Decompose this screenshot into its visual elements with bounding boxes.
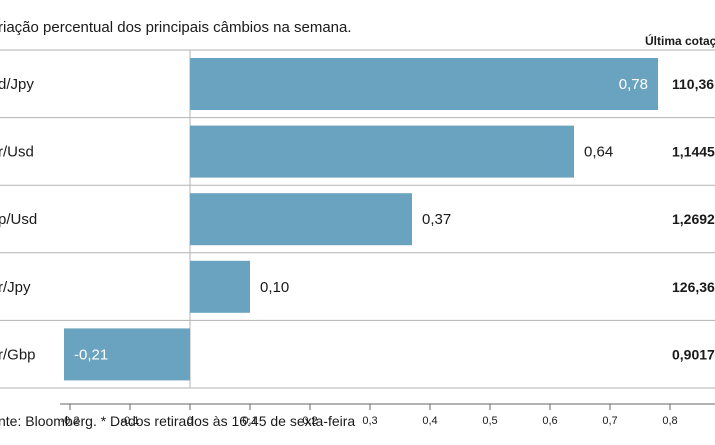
x-tick-label: 0,1	[242, 415, 257, 427]
category-label: r/Gbp	[0, 346, 36, 363]
value-label: 0,64	[584, 144, 613, 161]
x-tick-label: 0,4	[422, 415, 437, 427]
last-quote-header: Última cotaç	[645, 33, 715, 48]
x-tick-label: 0,7	[602, 415, 617, 427]
source-note: nte: Bloomberg. * Dados retirados às 16:…	[0, 413, 355, 429]
x-tick-label: -0,1	[121, 415, 140, 427]
x-tick-label: 0	[187, 415, 193, 427]
labels-group: d/Jpy 0,78 110,36 r/Usd 0,64 1,1445 p/Usd 0,37 1…	[0, 76, 715, 363]
x-tick-label: 0,5	[482, 415, 497, 427]
category-label: r/Jpy	[0, 279, 31, 296]
x-tick-label: 0,8	[662, 415, 677, 427]
x-tick-label: 0,2	[302, 415, 317, 427]
category-label: p/Usd	[0, 211, 37, 228]
x-tick-label: -0,2	[61, 415, 80, 427]
value-label: 0,10	[260, 279, 289, 296]
category-label: r/Usd	[0, 144, 34, 161]
bar-eur-gbp	[64, 328, 190, 381]
bar-eur-usd	[190, 125, 574, 178]
chart-subtitle: riação percentual dos principais câmbios…	[0, 19, 352, 36]
x-axis: -0,2 -0,1 0 0,1 0,2 0,3 0,4 0,5 0,6 0,7 0,8	[60, 403, 715, 427]
bar-eur-jpy	[190, 260, 250, 313]
last-quote: 126,36	[672, 279, 715, 295]
value-label: 0,78	[619, 76, 648, 93]
last-quote: 0,9017	[672, 346, 715, 362]
value-label: -0,21	[74, 346, 108, 363]
value-label: 0,37	[422, 211, 451, 228]
grid-lines	[0, 49, 715, 389]
last-quote: 110,36	[672, 76, 714, 92]
bars-group	[64, 58, 658, 381]
last-quote: 1,2692	[672, 211, 715, 227]
last-quote: 1,1445	[672, 144, 715, 160]
x-tick-label: 0,6	[542, 415, 557, 427]
bar-usd-jpy	[190, 58, 658, 110]
bar-gbp-usd	[190, 193, 412, 246]
category-label: d/Jpy	[0, 76, 34, 93]
x-tick-label: 0,3	[362, 415, 377, 427]
